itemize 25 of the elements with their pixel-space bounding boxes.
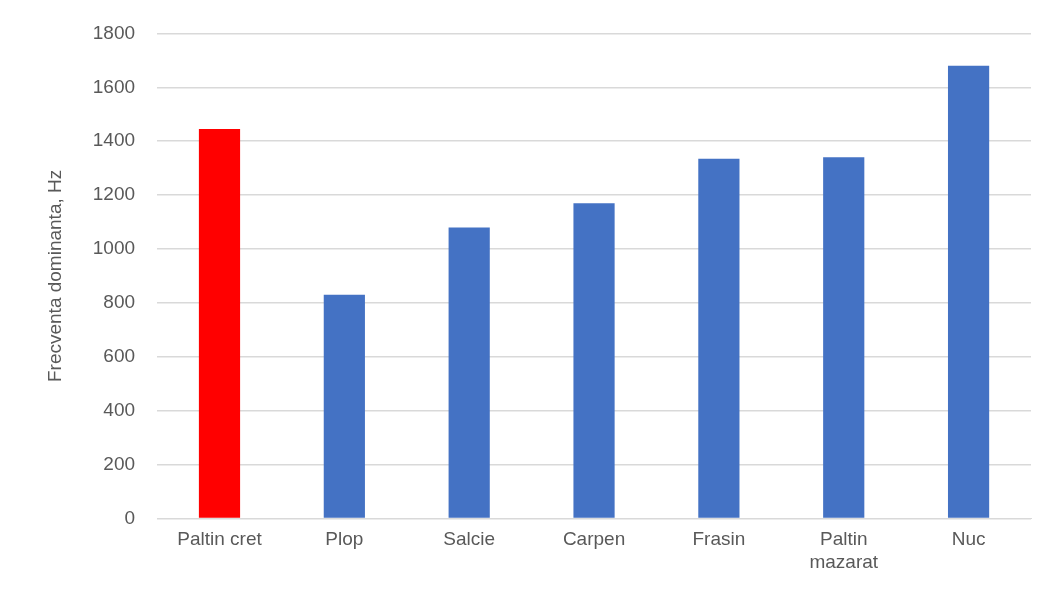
bar: [698, 158, 740, 518]
y-tick-label: 600: [103, 344, 136, 366]
bar: [448, 227, 490, 518]
x-tick-label: Frasin: [692, 528, 746, 550]
x-tick-label: Plop: [325, 528, 364, 550]
bar: [823, 157, 865, 518]
bar: [198, 129, 241, 518]
x-tick-label: Paltin cret: [177, 528, 263, 550]
y-tick-label: 400: [103, 398, 136, 420]
y-tick-label: 1800: [92, 21, 136, 43]
x-tick-label: Salcie: [443, 528, 496, 550]
x-tick-label: Carpen: [562, 528, 626, 550]
x-tick-label: Nuc: [951, 528, 986, 550]
y-tick-label: 200: [103, 452, 136, 474]
x-tick-label: Paltin mazarat: [809, 528, 879, 572]
bar: [323, 294, 365, 518]
y-tick-label: 1000: [92, 237, 136, 259]
y-tick-label: 800: [103, 291, 136, 313]
bar: [573, 203, 615, 518]
y-tick-label: 1600: [92, 75, 136, 97]
y-tick-label: 1400: [92, 129, 136, 151]
y-tick-label: 1200: [92, 183, 136, 205]
y-tick-label: 0: [124, 506, 136, 528]
y-axis-title: Frecventa dominanta, Hz: [43, 169, 65, 383]
bar: [947, 65, 990, 518]
